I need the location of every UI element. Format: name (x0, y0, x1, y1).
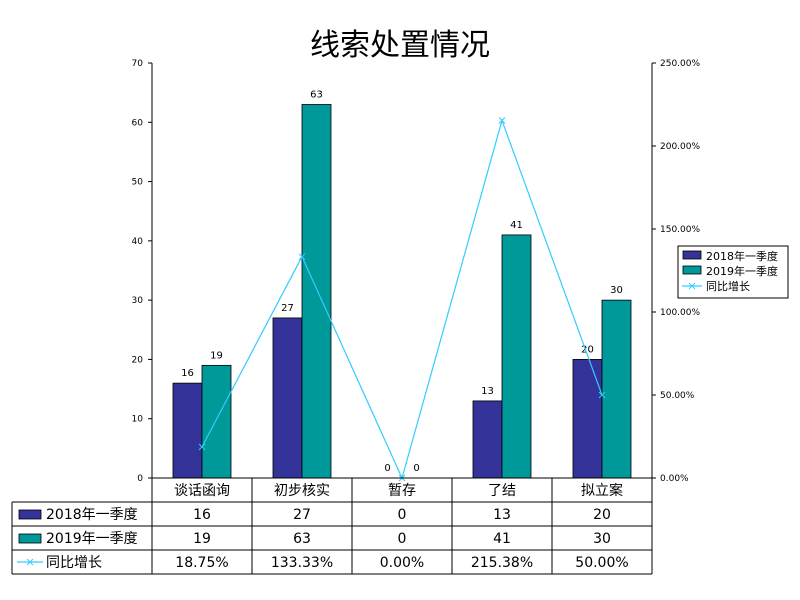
right-tick-label: 250.00% (660, 59, 700, 69)
bar-2019 (601, 299, 632, 479)
bar-2018 (572, 359, 603, 479)
table-legend-key (18, 533, 42, 544)
table-cell: 16 (193, 507, 211, 523)
bar-2019 (301, 104, 332, 479)
left-tick-label: 40 (132, 237, 144, 247)
table-row-header: 2019年一季度 (46, 531, 138, 547)
bar-data-label: 16 (181, 368, 194, 379)
bar-data-label: 27 (281, 303, 294, 314)
table-cell: 19 (193, 531, 211, 547)
left-tick-label: 30 (132, 296, 144, 306)
bar-2018 (472, 400, 503, 479)
legend-label: 2019年一季度 (706, 264, 778, 278)
table-cell: 20 (593, 507, 611, 523)
left-tick-label: 50 (132, 178, 144, 188)
table-cell: 0 (398, 507, 407, 523)
table-cell: 13 (493, 507, 511, 523)
bar-2018 (172, 382, 203, 479)
right-tick-label: 100.00% (660, 308, 700, 318)
legend-label: 2018年一季度 (706, 249, 778, 263)
table-row-header: 同比增长 (46, 555, 102, 571)
table-legend-key (17, 558, 43, 566)
table-cell: 18.75% (175, 555, 228, 571)
growth-point (198, 443, 206, 451)
legend-item: 同比增长 (682, 279, 750, 293)
category-label: 暂存 (388, 483, 416, 499)
table-cell: 0 (398, 531, 407, 547)
right-tick-label: 0.00% (660, 474, 689, 484)
growth-line (201, 118, 603, 480)
table-cell: 30 (593, 531, 611, 547)
growth-point (498, 117, 506, 124)
growth-point (298, 253, 306, 261)
right-tick-label: 150.00% (660, 225, 700, 235)
bar-data-label: 0 (413, 463, 419, 474)
bar-data-label: 41 (510, 220, 523, 231)
table-cell: 41 (493, 531, 511, 547)
bar-2019 (201, 364, 232, 479)
bar-data-label: 30 (610, 285, 623, 296)
bar-2018 (272, 317, 303, 479)
right-tick-label: 200.00% (660, 142, 700, 152)
category-label: 了结 (488, 483, 516, 499)
bar-2019 (501, 234, 532, 479)
bar-data-label: 19 (210, 350, 223, 361)
table-cell: 63 (293, 531, 311, 547)
left-tick-label: 70 (132, 59, 144, 69)
legend-item: 2019年一季度 (682, 264, 778, 278)
category-label: 初步核实 (274, 482, 330, 499)
left-tick-label: 20 (132, 355, 144, 365)
bar-data-label: 13 (481, 386, 494, 397)
table-cell: 215.38% (471, 555, 533, 571)
bar-data-label: 20 (581, 344, 594, 355)
bar-data-label: 63 (310, 90, 323, 101)
category-label: 拟立案 (581, 482, 623, 499)
table-legend-key (18, 509, 42, 520)
table-row-header: 2018年一季度 (46, 507, 138, 523)
table-cell: 50.00% (575, 555, 628, 571)
legend-item: 2018年一季度 (682, 249, 778, 263)
table-cell: 133.33% (271, 555, 333, 571)
bar-data-label: 0 (384, 463, 390, 474)
left-tick-label: 10 (132, 415, 144, 425)
right-tick-label: 50.00% (660, 391, 695, 401)
table-cell: 0.00% (380, 555, 424, 571)
left-tick-label: 0 (137, 474, 143, 484)
left-tick-label: 60 (132, 118, 144, 128)
growth-point (598, 391, 606, 399)
legend-label: 同比增长 (706, 279, 750, 293)
chart-title: 线索处置情况 (310, 28, 490, 63)
table-cell: 27 (293, 507, 311, 523)
category-label: 谈话函询 (174, 483, 230, 499)
